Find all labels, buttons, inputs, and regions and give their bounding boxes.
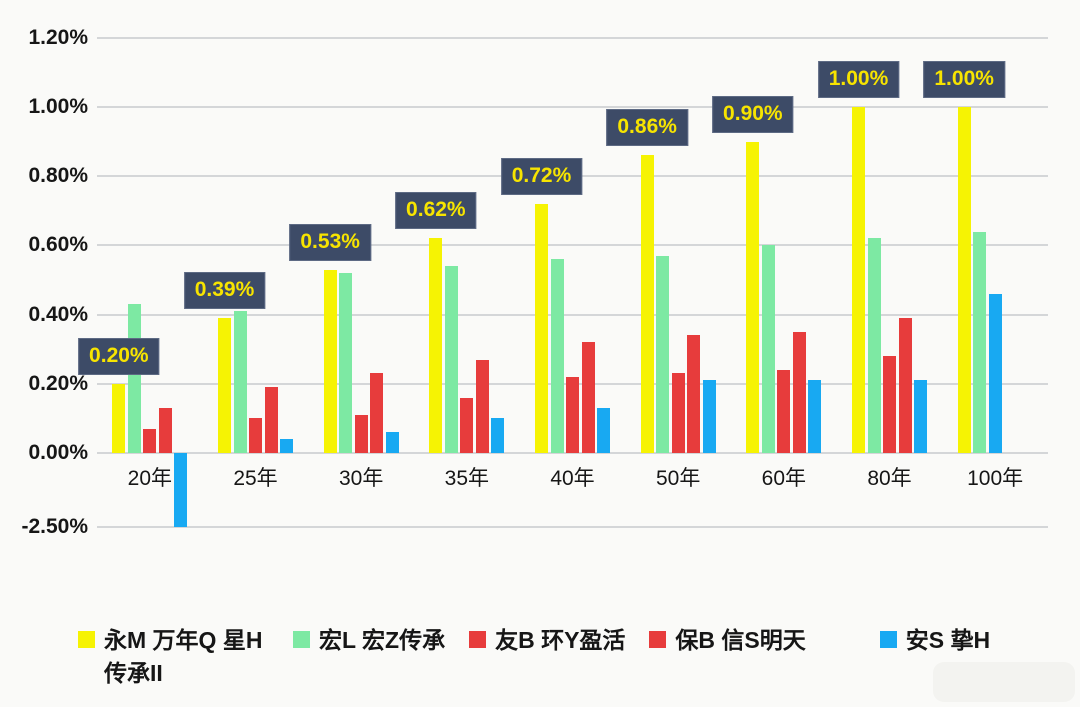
bar-series3-35年 [460, 397, 474, 453]
bar-series1-35年 [429, 238, 443, 453]
legend-swatch-icon [469, 631, 487, 648]
legend-swatch-icon [649, 631, 667, 648]
y-axis-tick-label: 1.20% [28, 25, 88, 49]
bar-series4-40年 [581, 342, 595, 453]
bar-series4-50年 [687, 335, 701, 453]
bar-series2-20年 [127, 304, 141, 453]
bar-series4-30年 [370, 373, 384, 453]
bar-series1-60年 [746, 141, 760, 453]
bar-series2-80年 [867, 238, 881, 453]
bar-series5-40年 [597, 408, 610, 453]
data-label-30年: 0.53% [289, 223, 371, 261]
bar-series1-50年 [640, 155, 654, 453]
bar-series4-20年 [158, 408, 172, 453]
bar-series1-30年 [323, 269, 337, 453]
bar-series2-35年 [444, 266, 458, 453]
data-label-60年: 0.90% [712, 95, 794, 133]
data-label-50年: 0.86% [606, 109, 688, 147]
gridline-0.60% [97, 244, 1048, 247]
bar-series2-60年 [761, 245, 775, 453]
bar-series4-80年 [898, 318, 912, 453]
x-axis-label-25年: 25年 [233, 467, 278, 490]
bar-series5-20年 [174, 453, 188, 527]
legend-label: 安S 挚H [905, 627, 991, 653]
bar-series1-25年 [218, 318, 231, 453]
bar-series3-30年 [354, 414, 368, 453]
legend-swatch-icon [78, 631, 95, 648]
bar-series1-20年 [112, 383, 126, 453]
legend-swatch-icon [879, 631, 897, 648]
legend-label: 保B 信S明天 [675, 627, 806, 653]
bar-series2-50年 [656, 255, 670, 453]
x-axis-label-40年: 40年 [550, 467, 595, 490]
legend-label: 永M 万年Q 星H传承II [104, 627, 263, 687]
bar-series5-80年 [914, 380, 927, 453]
bar-series4-60年 [792, 331, 806, 453]
data-label-80年: 1.00% [817, 61, 900, 98]
x-axis-label-20年: 20年 [127, 467, 172, 490]
data-label-100年: 1.00% [923, 61, 1005, 98]
y-axis-tick-label: 0.00% [28, 441, 88, 464]
x-axis-label-60年: 60年 [761, 467, 806, 490]
bar-series3-60年 [777, 369, 791, 453]
bar-series5-50年 [702, 380, 716, 453]
legend-item-1: 永M 万年Q 星H传承II [78, 624, 269, 691]
y-axis-tick-label: -2.50% [21, 515, 88, 538]
bar-series2-30年 [339, 273, 353, 453]
gridline-0.00% [97, 452, 1048, 454]
legend-item-4: 保B 信S明天 [649, 624, 806, 657]
bar-series3-25年 [249, 418, 262, 453]
legend: 永M 万年Q 星H传承II 宏L 宏Z传承 友B 环Y盈活 保B 信S明天 安S 挚H [78, 624, 990, 691]
bar-series1-100年 [957, 107, 971, 453]
bar-series2-100年 [973, 231, 987, 453]
y-axis-tick-label: 0.40% [28, 302, 88, 326]
bar-series2-25年 [233, 311, 247, 453]
data-label-25年: 0.39% [183, 272, 266, 310]
legend-item-2: 宏L 宏Z传承 [293, 624, 445, 657]
legend-item-5: 安S 挚H [879, 624, 991, 657]
x-axis-label-50年: 50年 [655, 467, 701, 490]
gridline-0.40% [97, 313, 1048, 316]
x-axis-label-80年: 80年 [867, 467, 912, 490]
bar-series5-60年 [808, 380, 822, 453]
bar-series5-100年 [988, 293, 1002, 453]
bar-series3-40年 [566, 376, 579, 453]
legend-swatch-icon [293, 631, 310, 648]
data-label-40年: 0.72% [500, 157, 583, 195]
bar-series1-80年 [852, 107, 865, 453]
y-axis-tick-label: 0.20% [28, 371, 88, 395]
gridline--2.50% [97, 526, 1048, 528]
legend-item-3: 友B 环Y盈活 [469, 624, 625, 657]
bar-series3-20年 [143, 428, 157, 453]
x-axis-label-30年: 30年 [338, 467, 384, 490]
watermark [933, 662, 1075, 702]
bar-series4-25年 [264, 387, 278, 453]
bar-series1-40年 [535, 203, 548, 453]
bar-series5-30年 [385, 432, 399, 453]
y-axis-tick-label: 1.00% [28, 95, 88, 118]
legend-label: 宏L 宏Z传承 [319, 627, 446, 653]
gridline-1.00% [97, 106, 1048, 108]
y-axis-tick-label: 0.60% [28, 233, 88, 257]
x-axis-label-35年: 35年 [444, 467, 489, 490]
x-axis-label-100年: 100年 [967, 467, 1024, 490]
y-axis-tick-label: 0.80% [28, 164, 88, 188]
legend-label: 友B 环Y盈活 [495, 627, 626, 653]
bar-series4-35年 [475, 359, 489, 453]
data-label-20年: 0.20% [78, 337, 160, 375]
bar-series3-50年 [671, 373, 685, 453]
bar-series2-40年 [550, 259, 564, 453]
bar-series5-25年 [280, 439, 293, 453]
gridline-1.20% [97, 36, 1048, 39]
bar-series3-80年 [883, 356, 896, 453]
bar-series5-35年 [491, 418, 505, 453]
data-label-35年: 0.62% [395, 192, 477, 230]
